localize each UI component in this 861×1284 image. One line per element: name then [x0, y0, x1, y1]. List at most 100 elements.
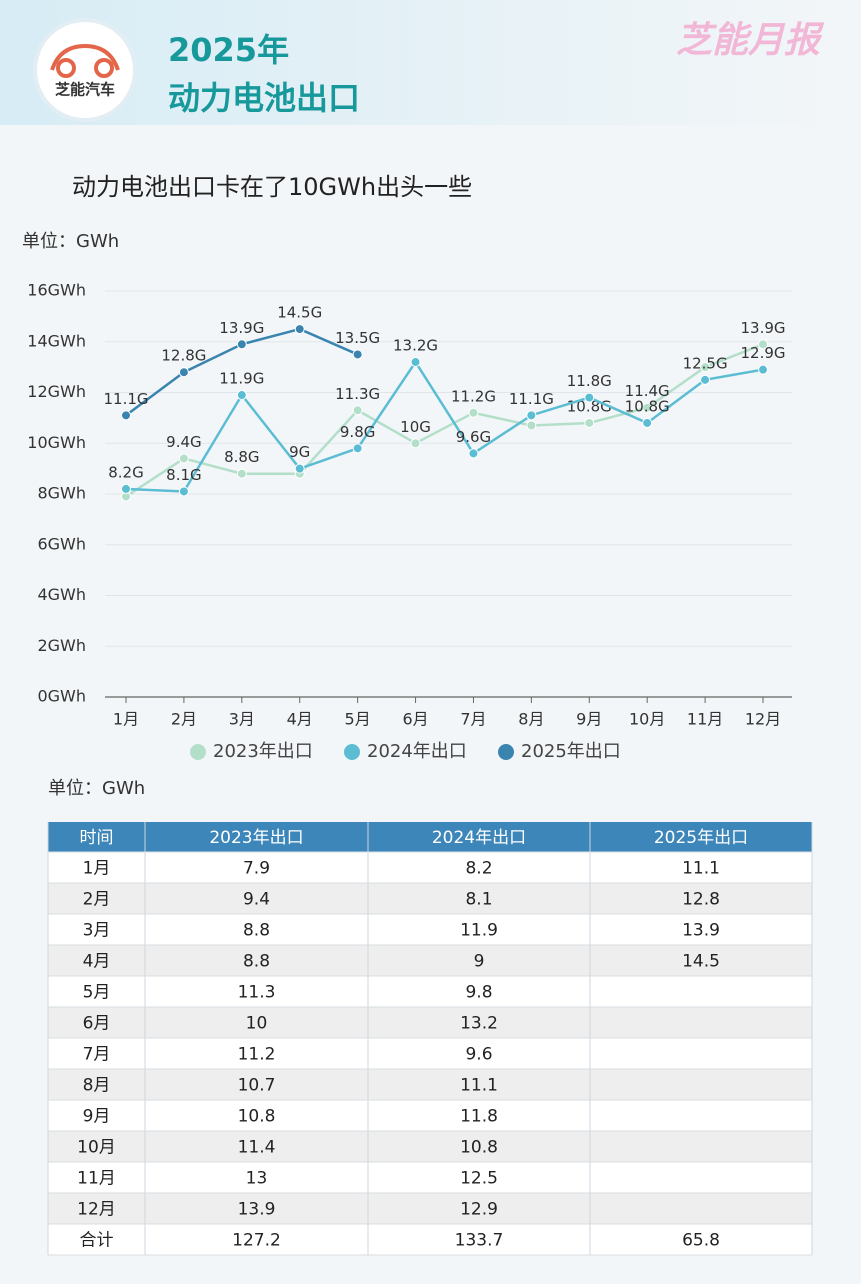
x-tick-label: 7月 — [460, 710, 486, 729]
table-cell: 9月 — [83, 1107, 111, 1127]
data-point — [700, 374, 711, 385]
table-row — [48, 1162, 812, 1193]
data-label: 10G — [400, 418, 431, 436]
data-label: 11.9G — [219, 370, 264, 388]
x-tick-label: 8月 — [518, 710, 544, 729]
chart-title: 动力电池出口卡在了10GWh出头一些 — [72, 173, 472, 201]
table-row — [48, 852, 812, 883]
table-cell: 13.9 — [238, 1200, 276, 1220]
data-point — [294, 463, 305, 474]
x-tick-label: 10月 — [629, 710, 665, 729]
data-label: 8.8G — [224, 448, 259, 466]
column-header: 2024年出口 — [432, 828, 526, 848]
table-cell: 6月 — [83, 1014, 111, 1034]
table-cell: 9 — [474, 952, 485, 972]
x-tick-label: 5月 — [345, 710, 371, 729]
data-point — [410, 357, 421, 368]
table-cell: 11.8 — [460, 1107, 498, 1127]
table-row — [48, 1007, 812, 1038]
table-cell: 10.7 — [238, 1076, 276, 1096]
table-cell: 8.2 — [465, 859, 492, 879]
table-cell: 8.8 — [243, 921, 270, 941]
data-label: 12.5G — [683, 354, 728, 372]
data-point — [178, 367, 189, 378]
y-tick-label: 8GWh — [37, 484, 86, 503]
x-tick-label: 1月 — [113, 710, 139, 729]
data-point — [236, 339, 247, 350]
chart: 0GWh 2GWh 4GWh 6GWh 8GWh 10GWh 12GWh 14GWh 16GWh… — [27, 281, 792, 762]
data-label: 11.2G — [451, 387, 496, 405]
series-line — [125, 359, 764, 493]
data-point — [700, 362, 711, 373]
table-cell: 9.8 — [465, 983, 492, 1003]
data-point — [121, 483, 131, 494]
data-point — [642, 402, 653, 413]
data-point — [758, 339, 768, 350]
logo-icon — [56, 58, 76, 78]
legend-marker — [498, 744, 514, 760]
data-label: 11.3G — [335, 385, 380, 403]
logo-text: 芝能汽车 — [55, 81, 115, 99]
table-cell: 11.9 — [460, 921, 498, 941]
table-cell: 10.8 — [460, 1138, 498, 1158]
table-row — [48, 945, 812, 976]
data-point — [642, 417, 653, 428]
data-point — [178, 486, 189, 497]
table-cell: 14.5 — [682, 952, 720, 972]
table-cell: 10月 — [77, 1138, 116, 1158]
title: 动力电池出口 — [168, 79, 360, 117]
data-label: 9G — [289, 443, 310, 461]
legend-label: 2025年出口 — [521, 741, 621, 762]
title: 2025年 — [168, 31, 289, 69]
table-row — [48, 976, 812, 1007]
data-label: 13.9G — [219, 319, 264, 337]
column-header: 时间 — [80, 828, 114, 848]
table-cell: 7月 — [83, 1045, 111, 1065]
x-tick-label: 11月 — [687, 710, 723, 729]
x-tick-label: 6月 — [402, 710, 428, 729]
data-label: 11.8G — [567, 372, 612, 390]
data-point — [526, 420, 537, 431]
column-header: 2023年出口 — [209, 828, 303, 848]
table-cell: 13 — [246, 1169, 268, 1189]
table-cell: 2月 — [83, 890, 111, 910]
data-point — [758, 364, 768, 375]
unit-label: 单位：GWh — [22, 231, 119, 252]
table-cell: 7.9 — [243, 859, 270, 879]
table-cell: 10.8 — [238, 1107, 276, 1127]
watermark: 芝能月报 — [676, 20, 825, 61]
table-row — [48, 1038, 812, 1069]
table-cell: 1月 — [83, 859, 111, 879]
x-tick-label: 2月 — [171, 710, 197, 729]
table-row — [48, 883, 812, 914]
table-row — [48, 1193, 812, 1224]
data-point — [468, 448, 479, 459]
data-label: 10.8G — [625, 397, 670, 415]
data-label: 8.1G — [166, 466, 201, 484]
table-cell: 4月 — [83, 952, 111, 972]
legend-marker — [190, 744, 206, 760]
x-tick-label: 12月 — [745, 710, 781, 729]
table-cell: 9.6 — [465, 1045, 492, 1065]
table-cell: 13.9 — [682, 921, 720, 941]
table-cell: 127.2 — [232, 1231, 281, 1251]
data-point — [236, 390, 247, 401]
column-header: 2025年出口 — [654, 828, 748, 848]
data-label: 8.2G — [108, 463, 143, 481]
table-cell: 合计 — [80, 1231, 114, 1251]
y-tick-label: 12GWh — [27, 382, 86, 401]
logo — [33, 18, 137, 122]
table: 时间 2023年出口 2024年出口 2025年出口 1月 7.9 8.2 11.1 2月 9.4… — [47, 822, 813, 1256]
data-label: 12.8G — [161, 347, 206, 365]
data-point — [236, 468, 247, 479]
table-cell: 11.2 — [238, 1045, 276, 1065]
legend-marker — [344, 744, 360, 760]
y-tick-label: 14GWh — [27, 331, 86, 350]
table-row — [48, 1100, 812, 1131]
table-cell: 13.2 — [460, 1014, 498, 1034]
legend-label: 2024年出口 — [367, 741, 467, 762]
data-point — [294, 324, 305, 335]
data-label: 9.6G — [456, 428, 491, 446]
logo-icon — [50, 43, 120, 71]
table-cell: 133.7 — [455, 1231, 504, 1251]
